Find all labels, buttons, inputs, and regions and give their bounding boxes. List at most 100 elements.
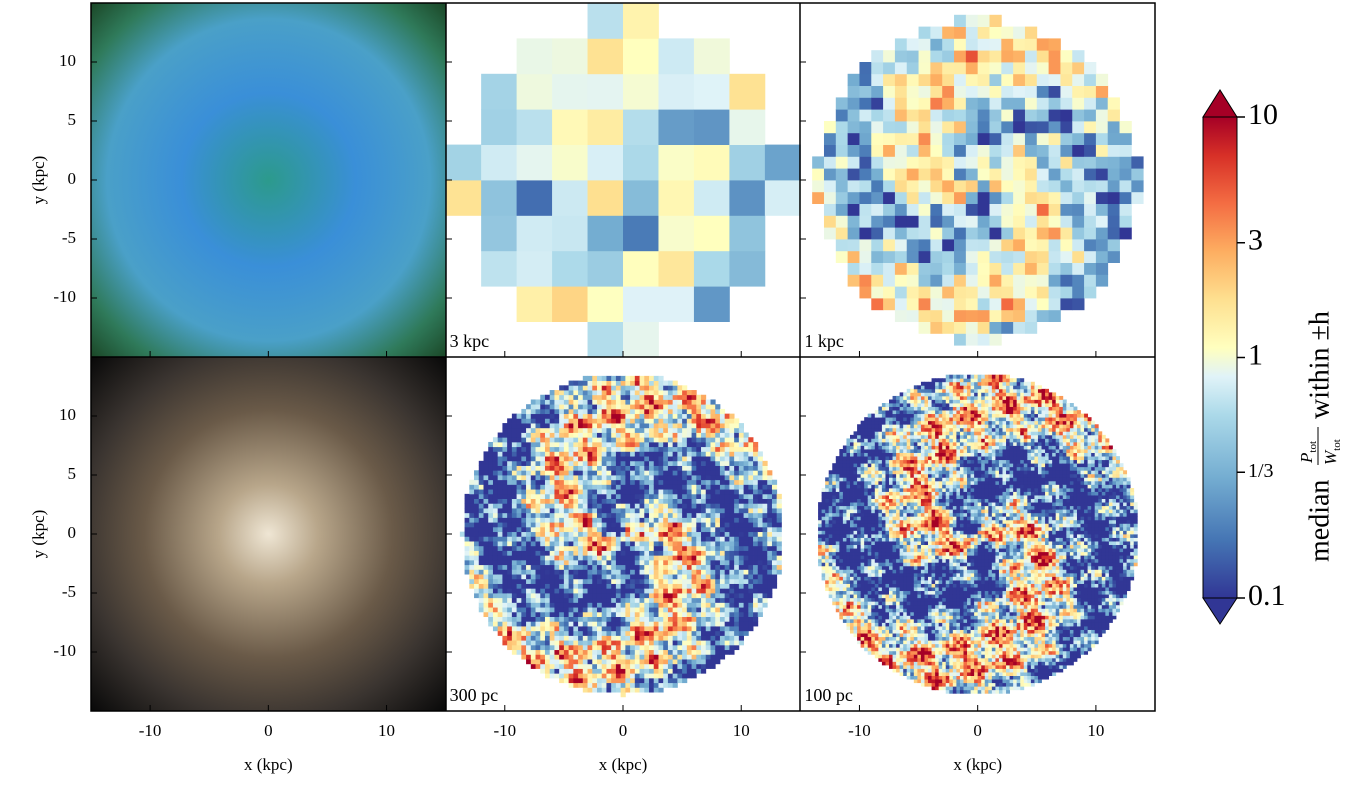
map-cell	[563, 545, 570, 551]
map-cell	[738, 536, 744, 542]
map-cell	[818, 555, 823, 560]
map-cell	[696, 574, 702, 580]
map-cell	[511, 593, 518, 599]
map-cell	[530, 626, 536, 632]
map-cell	[667, 503, 674, 509]
map-cell	[596, 512, 603, 518]
map-cell	[663, 522, 669, 528]
map-cell	[544, 663, 551, 669]
map-cell	[812, 191, 825, 204]
map-cell	[853, 626, 858, 630]
map-cell	[606, 545, 612, 551]
map-cell	[634, 380, 640, 386]
map-cell	[658, 569, 664, 575]
map-cell	[672, 404, 678, 410]
map-cell	[1001, 132, 1014, 145]
map-cell	[691, 663, 697, 669]
map-cell	[516, 616, 522, 622]
map-cell	[606, 673, 612, 679]
map-cell	[644, 479, 650, 485]
map-cell	[686, 569, 692, 575]
map-cell	[954, 14, 967, 27]
map-cell	[867, 580, 872, 584]
map-cell	[544, 616, 551, 622]
map-cell	[682, 654, 688, 660]
map-cell	[672, 498, 678, 504]
map-cell	[535, 441, 541, 448]
map-cell	[526, 437, 532, 443]
map-cell	[859, 144, 872, 157]
map-cell	[715, 465, 721, 471]
map-cell	[540, 475, 546, 481]
map-cell	[630, 423, 636, 429]
map-cell	[762, 493, 768, 499]
map-cell	[776, 498, 782, 504]
map-cell	[634, 640, 640, 646]
map-cell	[753, 508, 759, 514]
map-cell	[867, 491, 872, 496]
map-cell	[719, 508, 726, 514]
map-cell	[535, 602, 541, 608]
map-cell	[526, 621, 532, 627]
map-cell	[857, 622, 862, 627]
map-cell	[601, 508, 607, 514]
map-cell	[530, 564, 536, 570]
map-cell	[554, 607, 560, 613]
map-cell	[686, 668, 692, 674]
map-cell	[846, 523, 851, 528]
map-cell	[835, 512, 840, 517]
map-cell	[516, 441, 522, 448]
map-cell	[554, 564, 560, 570]
map-cell	[540, 541, 546, 547]
map-cell	[719, 489, 726, 495]
map-cell	[1024, 274, 1038, 287]
map-cell	[606, 677, 612, 684]
map-cell	[606, 399, 612, 405]
map-cell	[639, 536, 645, 542]
map-cell	[563, 517, 570, 523]
map-cell	[578, 522, 584, 528]
map-cell	[582, 649, 588, 655]
map-cell	[719, 559, 726, 566]
map-cell	[649, 588, 655, 594]
map-cell	[601, 446, 607, 452]
map-cell	[867, 452, 872, 457]
map-cell	[563, 574, 570, 580]
map-cell	[634, 659, 640, 665]
map-cell	[767, 512, 773, 518]
map-cell	[644, 677, 650, 684]
map-cell	[701, 508, 707, 514]
map-cell	[568, 593, 574, 599]
map-cell	[710, 522, 716, 528]
map-cell	[715, 541, 721, 547]
map-cell	[596, 531, 603, 537]
map-cell	[724, 597, 730, 603]
map-cell	[526, 611, 532, 617]
map-cell	[748, 517, 754, 523]
map-cell	[853, 449, 858, 453]
map-cell	[743, 588, 749, 594]
map-cell	[625, 470, 631, 476]
map-cell	[540, 564, 546, 570]
map-cell	[857, 431, 862, 436]
map-cell	[691, 470, 697, 476]
map-cell	[606, 408, 612, 415]
map-cell	[639, 649, 645, 655]
map-cell	[839, 505, 844, 510]
map-cell	[544, 621, 551, 627]
map-cell	[748, 475, 754, 481]
map-cell	[549, 649, 555, 655]
map-cell	[857, 580, 862, 584]
map-cell	[511, 621, 518, 627]
map-cell	[853, 537, 858, 542]
map-cell	[842, 523, 847, 528]
map-cell	[625, 385, 631, 391]
map-cell	[835, 594, 840, 599]
map-cell	[846, 516, 851, 521]
map-cell	[554, 465, 560, 471]
map-cell	[906, 38, 919, 51]
map-cell	[842, 551, 847, 556]
map-cell	[849, 572, 854, 577]
map-cell	[860, 548, 865, 553]
map-cell	[611, 635, 617, 641]
